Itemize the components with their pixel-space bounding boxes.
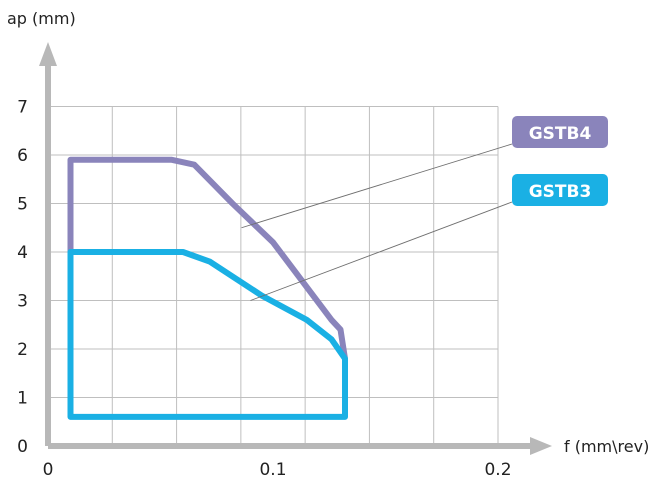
y-axis-arrow [39,42,57,66]
axes: f (mm\rev) ap (mm) [7,9,649,456]
x-axis-arrow [530,437,552,455]
y-tick-label: 7 [17,98,28,118]
tick-labels: 0 1 2 3 4 5 6 7 0 0.1 0.2 [17,98,511,481]
badge-gstb3 [512,174,608,206]
series [67,156,348,420]
x-tick-label: 0 [43,460,54,480]
leader-line-gstb3 [250,201,513,301]
grid [48,106,499,446]
y-tick-label: 4 [17,243,28,263]
y-tick-label: 0 [17,437,28,457]
badge-label-gstb4: GSTB4 [529,124,592,144]
y-tick-label: 1 [17,389,28,409]
series-gstb3-outline [67,249,348,420]
badge-gstb4 [512,116,608,148]
y-axis-title: ap (mm) [7,9,76,28]
x-axis-title: f (mm\rev) [564,437,649,456]
annotations: GSTB4 GSTB3 [241,116,608,301]
x-tick-label: 0.1 [259,460,286,480]
y-tick-label: 3 [17,292,28,312]
leader-line-gstb4 [241,143,513,229]
y-tick-label: 6 [17,146,28,166]
series-gstb4-outline [67,156,348,362]
badge-label-gstb3: GSTB3 [529,182,592,202]
y-tick-label: 2 [17,340,28,360]
x-tick-label: 0.2 [484,460,511,480]
y-tick-label: 5 [17,195,28,215]
